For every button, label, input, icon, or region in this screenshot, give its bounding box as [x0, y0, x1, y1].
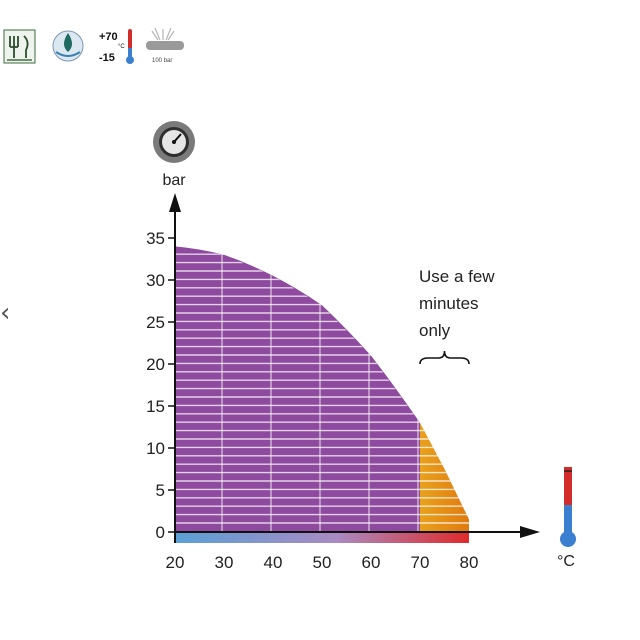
annotation-line-2: minutes — [419, 294, 479, 313]
x-tick-label: 80 — [460, 553, 479, 572]
series-area-2 — [420, 422, 469, 532]
x-axis-arrow — [520, 526, 540, 538]
x-tick-label: 70 — [411, 553, 430, 572]
y-tick-label: 0 — [156, 523, 165, 542]
x-axis-ticks: 20 30 40 50 60 70 80 — [166, 553, 479, 572]
x-axis-title: °C — [557, 553, 575, 570]
y-tick-label: 10 — [146, 439, 165, 458]
x-tick-label: 60 — [362, 553, 381, 572]
temperature-range-icon: +70 °C -15 — [99, 29, 134, 64]
svg-text:-15: -15 — [99, 52, 115, 64]
y-tick-label: 30 — [146, 271, 165, 290]
x-tick-label: 30 — [215, 553, 234, 572]
annotation: Use a few minutes only — [419, 267, 495, 365]
food-safe-icon — [3, 29, 36, 64]
annotation-line-3: only — [419, 321, 451, 340]
chevron-left-icon: ‹ — [0, 298, 11, 328]
x-tick-label: 40 — [264, 553, 283, 572]
annotation-brace — [419, 350, 470, 365]
y-tick-label: 5 — [156, 481, 165, 500]
y-tick-label: 15 — [146, 397, 165, 416]
y-axis-arrow — [169, 193, 181, 212]
y-tick-label: 35 — [146, 229, 165, 248]
annotation-line-1: Use a few — [419, 267, 495, 286]
prev-slide-button[interactable]: ‹ — [0, 296, 16, 330]
svg-text:+70: +70 — [99, 31, 118, 43]
badge-row: +70 °C -15 100 bar — [3, 27, 184, 64]
water-drop-icon — [52, 30, 84, 62]
x-axis-color-bar — [175, 531, 469, 543]
x-tick-label: 20 — [166, 553, 185, 572]
thermometer-icon — [560, 467, 576, 547]
axes — [169, 193, 540, 543]
y-axis-title: bar — [162, 172, 186, 189]
y-tick-label: 25 — [146, 313, 165, 332]
svg-text:100 bar: 100 bar — [152, 58, 172, 64]
y-tick-label: 20 — [146, 355, 165, 374]
y-axis-ticks: 0 5 10 15 20 25 30 35 — [146, 229, 175, 542]
pressure-washer-icon: 100 bar — [146, 27, 184, 64]
pressure-gauge-icon — [153, 121, 195, 163]
svg-text:°C: °C — [118, 44, 125, 50]
x-tick-label: 50 — [313, 553, 332, 572]
